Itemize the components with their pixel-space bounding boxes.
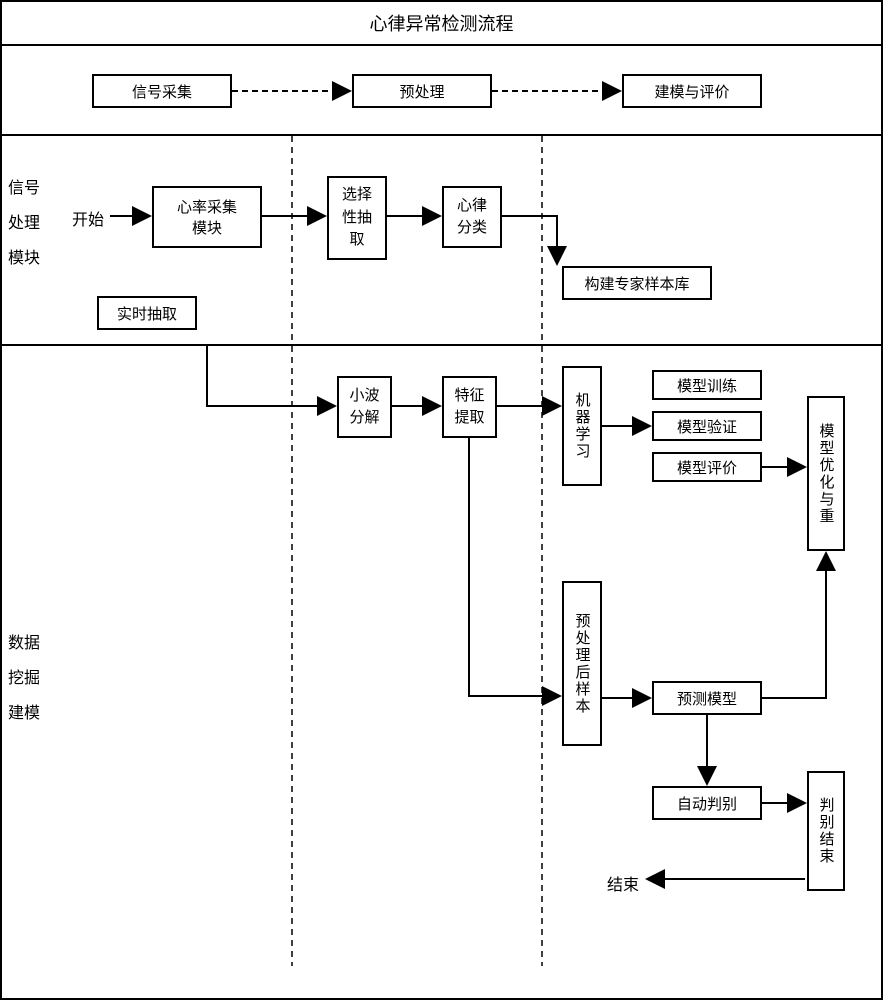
judge-end: 判别结束 xyxy=(807,771,845,891)
phase-signal-collection: 信号采集 xyxy=(92,74,232,108)
side-label-mining: 数据 挖掘 建模 xyxy=(8,626,40,732)
start-label: 开始 xyxy=(72,206,104,230)
post-proc-sample: 预处理后样本 xyxy=(562,581,602,746)
feature-extract: 特征 提取 xyxy=(442,376,497,438)
realtime-extract: 实时抽取 xyxy=(97,296,197,330)
selective-extract: 选择 性抽 取 xyxy=(327,176,387,260)
auto-judge: 自动判别 xyxy=(652,786,762,820)
data-mining-section: 数据 挖掘 建模 小波 分解 特征 提取 机器学习 模型训练 模型验证 模型评价… xyxy=(2,346,881,996)
build-expert-db: 构建专家样本库 xyxy=(562,266,712,300)
diagram-title: 心律异常检测流程 xyxy=(2,2,881,46)
model-eval: 模型评价 xyxy=(652,452,762,482)
hr-classify: 心律 分类 xyxy=(442,186,502,248)
model-validate: 模型验证 xyxy=(652,411,762,441)
diagram-container: 心律异常检测流程 信号采集 预处理 建模与评价 信号 处理 模块 开始 心率采集… xyxy=(0,0,883,1000)
phase-row: 信号采集 预处理 建模与评价 xyxy=(2,46,881,136)
end-label: 结束 xyxy=(607,871,639,895)
phase-preprocessing: 预处理 xyxy=(352,74,492,108)
side-label-signal: 信号 处理 模块 xyxy=(8,171,40,277)
model-train: 模型训练 xyxy=(652,370,762,400)
phase-modeling-eval: 建模与评价 xyxy=(622,74,762,108)
signal-processing-section: 信号 处理 模块 开始 心率采集 模块 选择 性抽 取 心律 分类 构建专家样本… xyxy=(2,136,881,346)
predict-model: 预测模型 xyxy=(652,681,762,715)
wavelet-decomp: 小波 分解 xyxy=(337,376,392,438)
machine-learning: 机器学习 xyxy=(562,366,602,486)
mining-section-arrows xyxy=(2,346,883,996)
hr-collect-module: 心率采集 模块 xyxy=(152,186,262,248)
model-optimize: 模型优化与重 xyxy=(807,396,845,551)
